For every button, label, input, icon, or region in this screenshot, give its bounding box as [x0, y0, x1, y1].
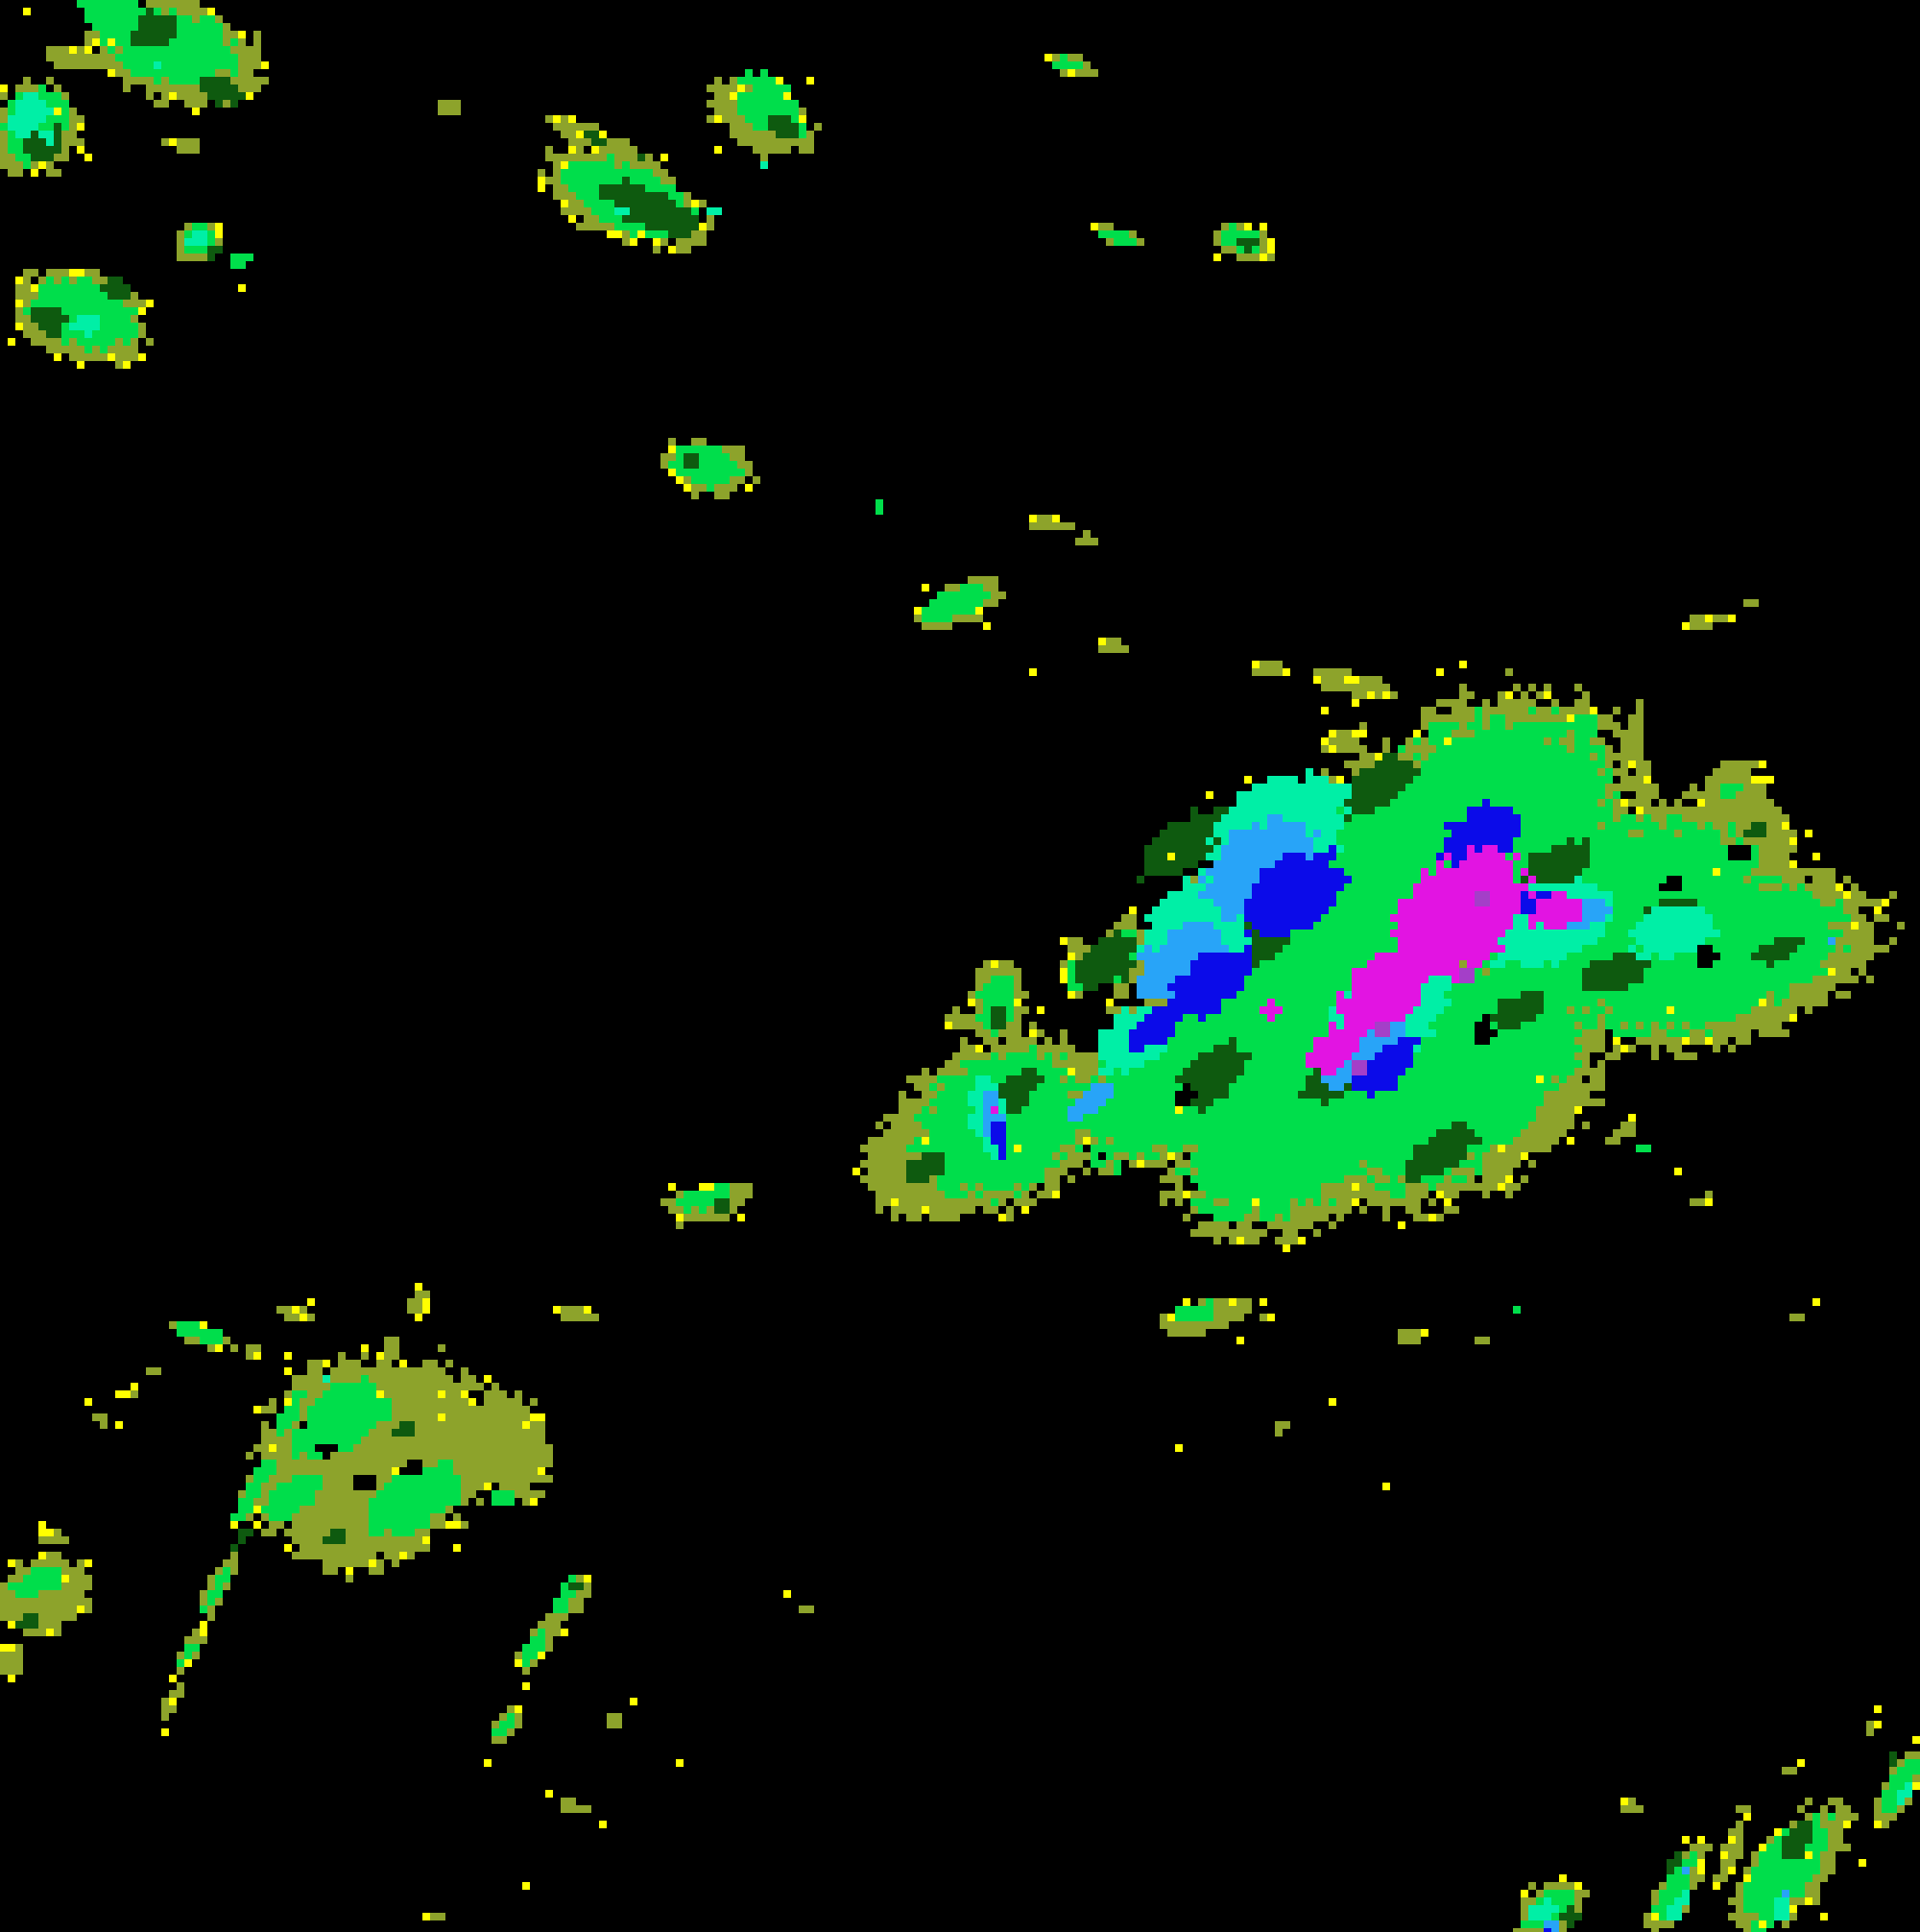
radar-viewport: [0, 0, 1920, 1932]
radar-reflectivity-map: [0, 0, 1920, 1932]
